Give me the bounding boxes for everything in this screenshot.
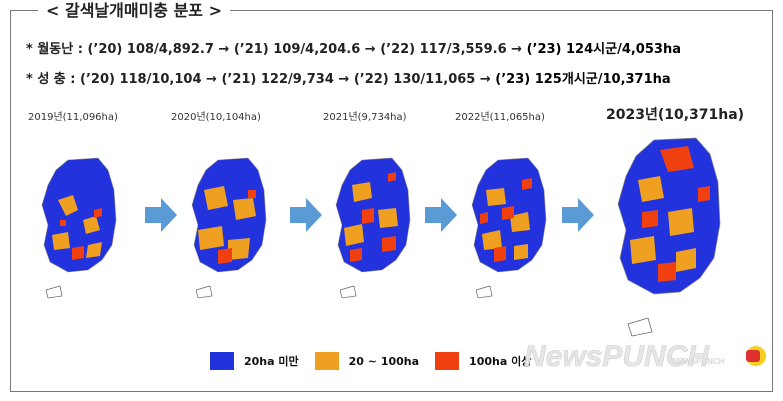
arrow-2019-2020 (145, 198, 177, 232)
year-label-2019: 2019년(11,096ha) (28, 112, 118, 123)
title-box: < 갈색날개매미충 분포 > (38, 0, 231, 22)
adult-stats-line: * 성 충 : (’20) 118/10,104 → (’21) 122/9,7… (26, 72, 671, 87)
arrow-2020-2021 (290, 198, 322, 232)
legend: 20ha 미만 20 ~ 100ha 100ha 이상 (210, 352, 547, 370)
map-2022 (471, 157, 547, 299)
legend-item-low: 20ha 미만 (210, 352, 299, 370)
map-2019 (41, 157, 117, 299)
legend-swatch-red (435, 352, 460, 370)
year-label-2021: 2021년(9,734ha) (323, 112, 407, 123)
legend-swatch-blue (210, 352, 234, 370)
svg-text:NewsPUNCH: NewsPUNCH (524, 340, 710, 373)
legend-swatch-orange (314, 352, 339, 370)
year-label-2020: 2020년(10,104ha) (171, 112, 261, 123)
year-label-2023: 2023년(10,371ha) (606, 107, 745, 123)
egg-stats-line: * 월동난 : (’20) 108/4,892.7 → (’21) 109/4,… (26, 42, 681, 57)
legend-item-mid: 20 ~ 100ha (314, 352, 419, 370)
figure-frame (10, 10, 773, 392)
newspunch-watermark-logo: NewsPUNCH NEWSPUNCH (524, 340, 766, 373)
arrow-2022-2023 (562, 198, 594, 232)
legend-item-high: 100ha 이상 (435, 352, 531, 370)
map-2020 (191, 157, 267, 299)
figure-title: < 갈색날개매미충 분포 > (46, 1, 223, 20)
svg-text:NEWSPUNCH: NEWSPUNCH (672, 357, 725, 366)
year-label-2022: 2022년(11,065ha) (455, 112, 545, 123)
arrow-2021-2022 (425, 198, 457, 232)
map-2021 (335, 157, 411, 299)
map-2023 (617, 137, 721, 337)
